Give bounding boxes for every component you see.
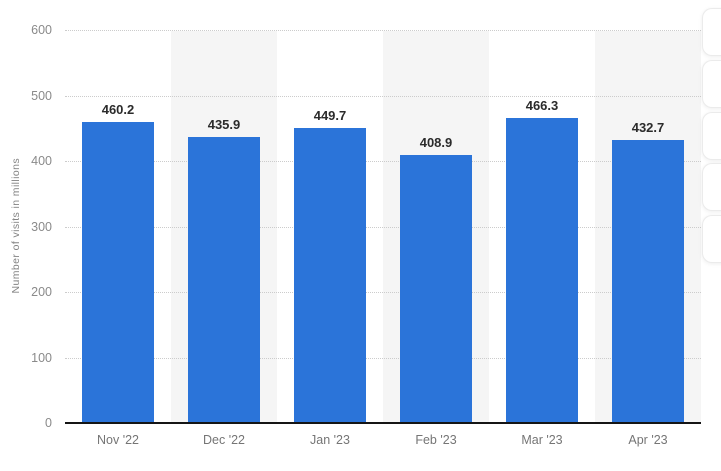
gridline: [65, 357, 701, 359]
bar-value-label: 432.7: [631, 119, 665, 135]
bar-dec-22[interactable]: [188, 137, 260, 423]
bar-value-label: 466.3: [525, 97, 559, 113]
gridline: [65, 226, 701, 228]
y-tick-label: 200: [31, 285, 52, 299]
bar-nov-22[interactable]: [82, 121, 154, 423]
bar-value-label: 460.2: [101, 101, 135, 117]
gridline: [65, 30, 701, 31]
y-tick-label: 100: [31, 350, 52, 365]
side-button-2[interactable]: [702, 60, 721, 108]
bar-feb-23[interactable]: [400, 155, 472, 423]
gridline: [65, 161, 701, 162]
gridline: [65, 95, 701, 97]
x-tick-label: Feb '23: [415, 433, 457, 447]
y-tick-label: 400: [31, 154, 52, 168]
bar-mar-23[interactable]: [506, 117, 578, 423]
x-tick-label: Mar '23: [521, 433, 563, 447]
side-button-3[interactable]: [702, 112, 721, 160]
x-tick-label: Nov '22: [97, 433, 139, 447]
y-tick-label: 0: [45, 416, 52, 430]
x-axis-line: [65, 422, 701, 424]
y-tick-label: 600: [31, 23, 52, 37]
side-button-4[interactable]: [702, 163, 721, 211]
bar-jan-23[interactable]: [294, 128, 366, 423]
y-tick-label: 500: [31, 88, 52, 103]
side-button-1[interactable]: [702, 8, 721, 56]
bar-apr-23[interactable]: [612, 139, 684, 423]
y-tick-label: 300: [31, 219, 52, 234]
bar-value-label: 435.9: [207, 117, 241, 133]
gridline: [65, 292, 701, 293]
bar-value-label: 408.9: [419, 135, 453, 151]
bar-value-label: 449.7: [313, 108, 347, 124]
x-tick-label: Dec '22: [203, 433, 245, 447]
x-tick-label: Apr '23: [628, 433, 668, 447]
side-button-5[interactable]: [702, 215, 721, 263]
x-tick-label: Jan '23: [310, 433, 350, 447]
